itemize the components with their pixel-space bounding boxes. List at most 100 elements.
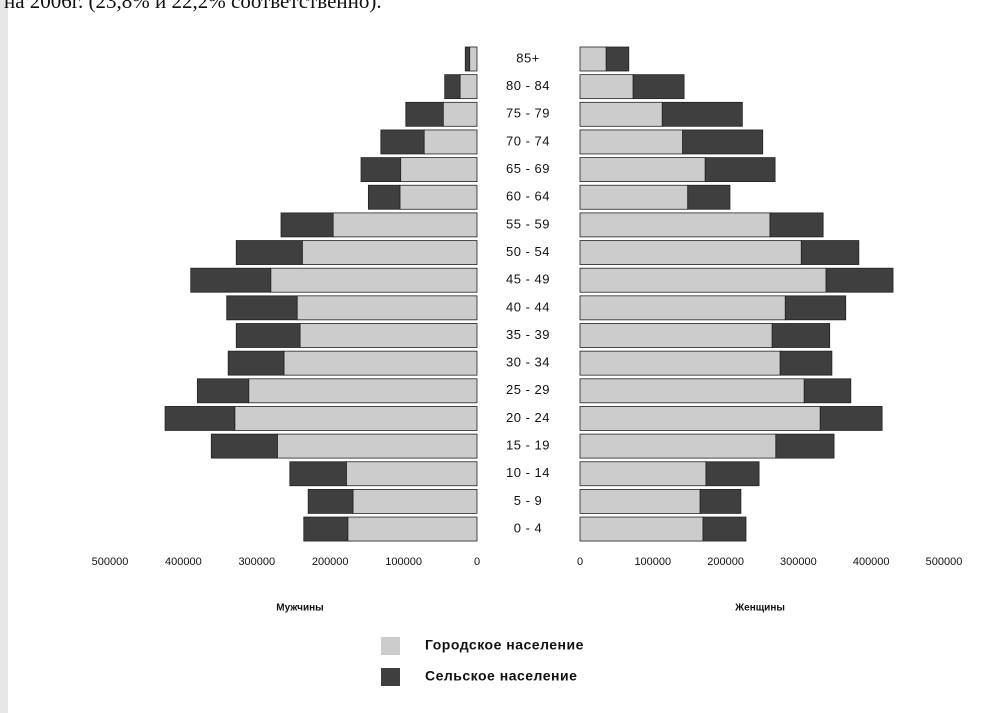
bar-segment	[347, 516, 478, 542]
age-label: 10 - 14	[506, 465, 550, 480]
bar-segment	[299, 323, 478, 348]
bar-segment	[704, 157, 776, 183]
bar-segment	[405, 101, 444, 127]
bar-segment	[196, 378, 250, 404]
x-tick-label: 0	[577, 556, 583, 568]
legend-swatch	[381, 637, 400, 655]
bar-segment	[579, 378, 805, 404]
bar-segment	[682, 129, 764, 155]
bar-segment	[442, 101, 478, 127]
bar-segment	[276, 433, 478, 459]
bar-segment	[579, 240, 802, 265]
bar-segment	[784, 295, 847, 321]
bar-segment	[579, 184, 689, 210]
bar-segment	[579, 488, 701, 514]
age-label: 15 - 19	[506, 438, 550, 453]
bar-segment	[771, 323, 831, 348]
side-label: Женщины	[734, 603, 785, 614]
bar-segment	[303, 516, 349, 542]
x-tick-label: 300000	[238, 556, 275, 568]
bar-segment	[283, 350, 478, 376]
bar-segment	[769, 212, 824, 238]
bar-segment	[444, 74, 461, 100]
bar-segment	[803, 378, 852, 404]
bar-segment	[579, 212, 771, 238]
age-label: 30 - 34	[506, 355, 550, 370]
age-label: 85+	[516, 50, 540, 65]
top-caption: на 2006г. (23,8% и 22,2% соответственно)…	[4, 0, 382, 13]
bar-segment	[632, 74, 685, 100]
bar-segment	[280, 212, 334, 238]
bar-segment	[579, 516, 704, 542]
legend-label: Городское население	[425, 637, 584, 653]
bar-segment	[360, 157, 402, 183]
x-tick-label: 200000	[707, 556, 744, 568]
x-tick-label: 400000	[853, 556, 890, 568]
bar-segment	[301, 240, 478, 265]
age-label: 65 - 69	[506, 161, 550, 176]
bar-segment	[352, 488, 478, 514]
bar-segment	[579, 433, 777, 459]
bar-segment	[190, 267, 272, 293]
bar-segment	[579, 74, 634, 100]
bar-segment	[164, 406, 236, 431]
bar-segment	[227, 350, 285, 376]
age-label: 75 - 79	[506, 106, 550, 121]
age-label: 0 - 4	[514, 520, 543, 535]
bar-segment	[332, 212, 478, 238]
age-label: 70 - 74	[506, 133, 550, 148]
age-label: 35 - 39	[506, 327, 550, 342]
bar-segment	[296, 295, 478, 321]
bar-segment	[234, 406, 478, 431]
bar-segment	[579, 461, 707, 487]
bar-segment	[687, 184, 731, 210]
side-label: Мужчины	[276, 603, 323, 614]
bar-segment	[210, 433, 278, 459]
x-tick-label: 100000	[634, 556, 671, 568]
age-label: 45 - 49	[506, 272, 550, 287]
page-edge	[0, 0, 8, 713]
bar-segment	[579, 267, 827, 293]
x-tick-label: 200000	[312, 556, 349, 568]
age-label: 80 - 84	[506, 78, 550, 93]
bar-segment	[699, 488, 742, 514]
bar-segment	[605, 46, 630, 72]
age-label: 25 - 29	[506, 382, 550, 397]
bar-segment	[367, 184, 401, 210]
bar-segment	[380, 129, 425, 155]
age-label: 5 - 9	[514, 493, 543, 508]
legend-swatch	[381, 668, 400, 686]
bar-segment	[459, 74, 478, 100]
bar-segment	[702, 516, 747, 542]
bar-segment	[400, 157, 478, 183]
bar-segment	[825, 267, 894, 293]
bar-segment	[579, 323, 773, 348]
bar-segment	[469, 46, 478, 72]
bar-segment	[248, 378, 478, 404]
legend-label: Сельское население	[425, 668, 577, 684]
bar-segment	[661, 101, 743, 127]
age-label: 60 - 64	[506, 189, 550, 204]
bar-segment	[423, 129, 478, 155]
age-label: 40 - 44	[506, 299, 550, 314]
x-tick-label: 400000	[165, 556, 202, 568]
bar-segment	[226, 295, 298, 321]
bar-segment	[289, 461, 347, 487]
x-tick-label: 500000	[92, 556, 129, 568]
bar-segment	[779, 350, 833, 376]
bar-segment	[579, 295, 786, 321]
bar-segment	[270, 267, 478, 293]
bar-segment	[579, 129, 684, 155]
x-tick-label: 500000	[926, 556, 963, 568]
bar-segment	[579, 101, 663, 127]
x-tick-label: 0	[474, 556, 480, 568]
bar-segment	[235, 240, 303, 265]
bar-segment	[399, 184, 478, 210]
bar-segment	[579, 350, 781, 376]
bar-segment	[579, 157, 706, 183]
bar-segment	[464, 46, 471, 72]
bar-segment	[775, 433, 835, 459]
